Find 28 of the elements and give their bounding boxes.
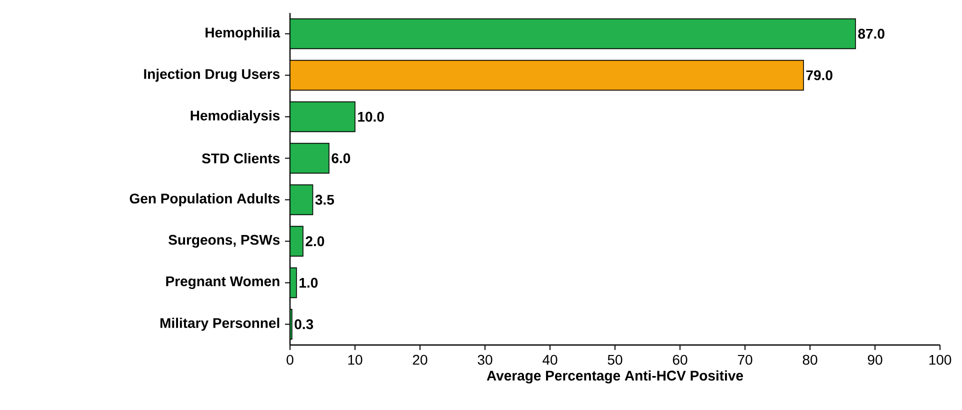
data-label: 0.3: [294, 319, 314, 330]
data-label: 2.0: [306, 236, 324, 246]
x-tick-label: 70: [738, 354, 752, 365]
y-tick-label: Pregnant Women: [166, 276, 280, 290]
x-tick-label: 90: [868, 354, 882, 365]
x-tick-label: 10: [348, 354, 362, 365]
y-tick-label: Hemophilia: [206, 27, 280, 40]
y-tick-label: Injection Drug Users: [144, 68, 280, 82]
data-label: 6.0: [332, 153, 350, 164]
x-tick-label: 20: [412, 354, 428, 365]
data-label: 3.5: [315, 194, 334, 205]
data-label: 1.0: [300, 278, 318, 288]
x-tick-label: 80: [802, 354, 818, 365]
x-tick-label: 40: [542, 354, 558, 365]
y-tick-label: STD Clients: [202, 153, 280, 164]
y-tick-label: Gen Population Adults: [130, 193, 280, 206]
y-tick-label: Surgeons, PSWs: [168, 234, 280, 248]
y-tick-label: Military Personnel: [160, 318, 280, 331]
data-label: 87.0: [858, 28, 884, 39]
data-label: 10.0: [358, 112, 384, 122]
data-label: 79.0: [806, 70, 832, 80]
x-tick-label: 0: [286, 354, 294, 365]
x-tick-label: 100: [929, 354, 952, 365]
x-tick-label: 50: [608, 354, 622, 365]
x-tick-label: 30: [478, 354, 492, 365]
x-tick-label: 60: [672, 354, 688, 365]
y-tick-label: Hemodialysis: [190, 110, 280, 124]
x-axis-title: Average Percentage Anti-HCV Positive: [486, 370, 744, 384]
